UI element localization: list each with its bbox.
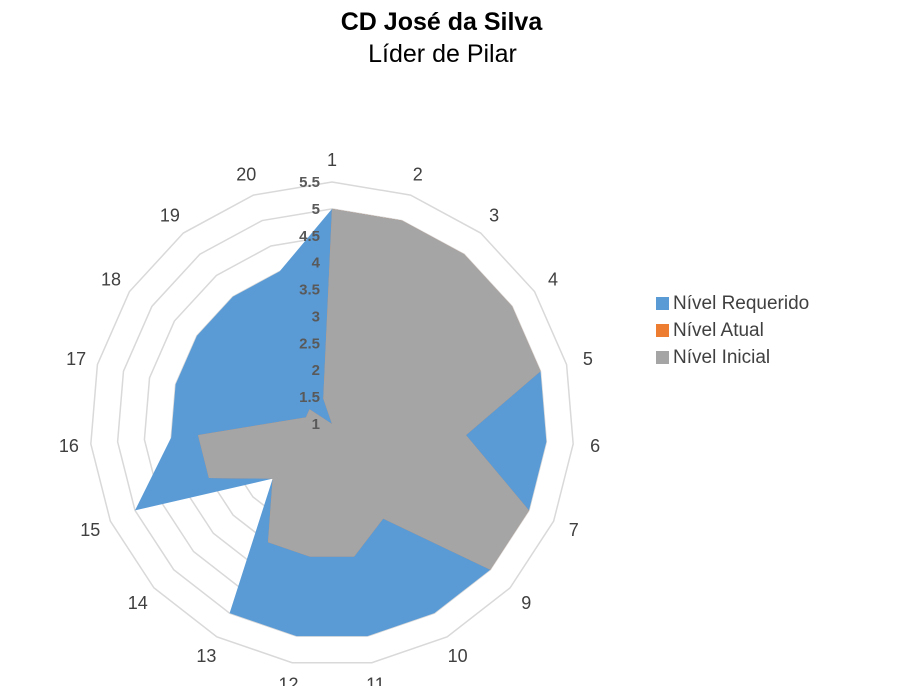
category-label: 5 bbox=[583, 349, 593, 369]
tick-label: 1 bbox=[312, 416, 320, 433]
category-label: 7 bbox=[569, 520, 579, 540]
radar-series bbox=[135, 208, 547, 637]
radar-tick-labels: 1 1.5 2 2.5 3 3.5 4 4.5 5 5.5 bbox=[299, 174, 321, 433]
legend-item-requerido[interactable]: Nível Requerido bbox=[656, 290, 809, 317]
tick-label: 3 bbox=[312, 308, 320, 325]
tick-label: 4.5 bbox=[299, 228, 320, 245]
category-label: 12 bbox=[279, 674, 299, 686]
tick-label: 5.5 bbox=[299, 174, 320, 191]
category-label: 19 bbox=[160, 206, 180, 226]
category-label: 17 bbox=[66, 349, 86, 369]
category-label: 6 bbox=[590, 436, 600, 456]
category-label: 15 bbox=[80, 520, 100, 540]
legend-label: Nível Requerido bbox=[673, 292, 810, 314]
category-label: 2 bbox=[413, 164, 423, 184]
category-label: 13 bbox=[196, 646, 216, 666]
tick-label: 4 bbox=[312, 255, 321, 272]
series-area-n-vel-inicial bbox=[198, 208, 541, 570]
tick-label: 5 bbox=[312, 201, 320, 218]
category-label: 20 bbox=[236, 164, 256, 184]
legend-swatch-atual bbox=[656, 324, 669, 337]
category-label: 1 bbox=[327, 150, 337, 170]
legend-swatch-requerido bbox=[656, 297, 669, 310]
legend-label: Nível Atual bbox=[673, 319, 764, 341]
legend-item-inicial[interactable]: Nível Inicial bbox=[656, 344, 809, 371]
category-label: 18 bbox=[101, 270, 121, 290]
legend: Nível Requerido Nível Atual Nível Inicia… bbox=[656, 290, 809, 371]
category-label: 4 bbox=[548, 270, 558, 290]
chart-subtitle: Líder de Pilar bbox=[368, 40, 517, 68]
category-label: 10 bbox=[448, 646, 468, 666]
legend-label: Nível Inicial bbox=[673, 346, 771, 368]
tick-label: 3.5 bbox=[299, 282, 320, 299]
category-label: 9 bbox=[521, 593, 531, 613]
legend-item-atual[interactable]: Nível Atual bbox=[656, 317, 809, 344]
tick-label: 1.5 bbox=[299, 389, 320, 406]
legend-swatch-inicial bbox=[656, 351, 669, 364]
tick-label: 2 bbox=[312, 362, 320, 379]
category-label: 3 bbox=[489, 206, 499, 226]
category-label: 16 bbox=[59, 436, 79, 456]
category-label: 11 bbox=[366, 674, 385, 686]
chart-title: CD José da Silva bbox=[340, 8, 543, 36]
tick-label: 2.5 bbox=[299, 335, 320, 352]
gridline-ring bbox=[90, 181, 574, 664]
title-block: CD José da Silva Líder de Pilar bbox=[0, 6, 923, 70]
category-label: 14 bbox=[128, 593, 148, 613]
